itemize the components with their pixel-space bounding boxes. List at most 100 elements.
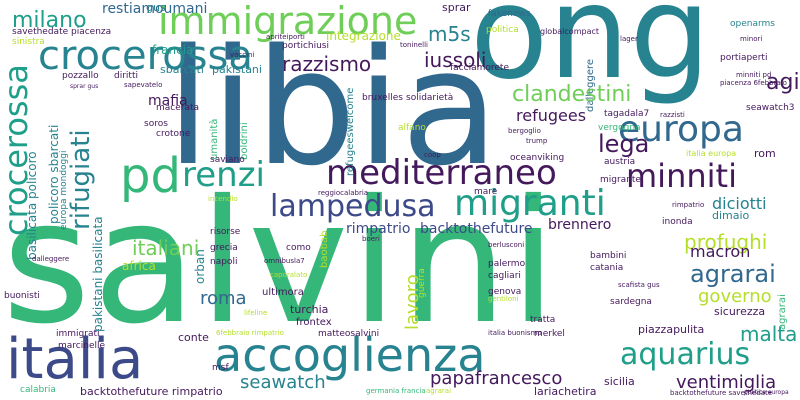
word-dalleggere: minori [740,35,763,43]
word-gentiloni: gentiloni [488,295,519,303]
word-mediterraneo: mediterraneo [326,153,557,193]
word-lager: globalcompact [540,27,599,36]
word-diciotti: diciotti [712,194,767,213]
word-savethedate: toninelli [400,41,428,49]
word-ultimora: ultimora [262,287,304,298]
word-accoglienza: accoglienza [214,328,486,382]
word-migranti: migranti [454,183,606,224]
word-minori: lager [620,35,638,43]
word-sicurezza: sicurezza [714,305,766,318]
word-backtothefuture: backtothefuture [420,221,533,237]
word-berlusconi: berlusconi [488,241,525,249]
word-malta: malta [740,322,798,346]
word-vaccini: apriteiporti [266,33,305,41]
word-vergogna: vergogna [598,123,641,133]
word-orban: rimpatrio [672,201,705,209]
word-italia-buonismo: sprar gus [70,83,99,90]
word-crotone: crotone [156,129,191,139]
word-acquarius: umanità [209,118,220,160]
word-pakistani: pakistani [212,63,262,76]
word-merkel: merkel [534,329,565,339]
word-solidarieta: solidarietà [406,93,454,103]
word-minniti-pd: piacenza 6febbraio [720,79,787,87]
word-bruxelles: bruxelles [362,93,403,103]
word-renzi: renzi [182,155,265,195]
word-sicilia: sicilia [604,375,635,388]
word-lampedusa: lampedusa [270,189,436,224]
word-dirittiumani: reggiocalabria [318,189,369,197]
word-papafrancesco: papafrancesco [430,368,563,389]
word-europa: europa [618,109,744,150]
word-minniti: minniti [626,157,737,195]
word-macerata: soros [144,119,168,129]
word-alfano: alfano [398,123,426,133]
word-razzismo: razzismo [282,52,372,76]
word-ventimiglia: ventimiglia [676,372,777,393]
word-saviano: saviano [210,155,245,165]
word-governo: governo [698,286,772,307]
word-refugeeswelcome: refugeeswelcome [345,87,356,176]
word-italiani: italiani [132,236,200,260]
word-opnearms: openarms [730,19,775,29]
word-baobab: omnibusla7 [264,257,305,265]
word-francia: francia [152,43,194,57]
word-scafista-gus: scafista gus [618,281,660,289]
word-razzisti: tagadala7 [604,109,650,119]
word-lariachetira: lariachetira [534,385,597,398]
word-basilicata-policoro: basilicata policoro [25,151,39,260]
word-piazzapulita: piazzapulita [638,323,705,336]
word-sprar: sprar [442,1,471,14]
word-seawatch3: seawatch3 [746,103,795,113]
word-boeri: boeri [362,235,380,243]
word-tagadala7: minniti pd [736,71,772,79]
word-noborder: politica europa [744,389,789,396]
word-toninelli: vaccini [230,51,255,59]
word-germania-francia: germania francia [366,387,426,395]
word-backtothefuture-rimpatrio: backtothefuture rimpatrio [80,385,223,398]
word-guerra: incendio [208,195,238,203]
word-matteosalvini: matteosalvini [318,329,380,339]
word-facciamorete: facciamorete [450,63,509,73]
word-aquarius: aquarius [620,337,751,372]
word-frontex: frontex [296,317,332,328]
word-clandestini: clandestini [512,82,632,107]
word-6febbraio-rimpatrio: italia buonismo [488,329,542,337]
word-sprar-gus: sinistra [12,37,45,47]
word-oceanviking: oceanviking [510,153,565,163]
word-catania: catania [590,263,624,273]
word-fakenews: fakenews [488,9,531,19]
word-brennero: brennero [548,217,612,233]
word-lega: lega [598,130,650,158]
word-marcinelle: marcinelle [58,341,106,351]
word-ue: crocerossa [38,33,253,79]
word-turchia: turchia [290,303,329,316]
word-salvini: salvini [2,164,559,362]
word-pakistani-basilicata: pakistani basilicata [91,216,105,332]
word-genova: genova [488,287,522,297]
word-austria: austria [604,157,636,167]
word-agrarai-h: agrarai [690,260,776,288]
word-omnibusla7: baobab [319,230,330,268]
word-cagliari: cagliari [488,271,521,281]
word-pd: pd [120,148,181,204]
word-conte: conte [178,331,209,344]
word-gus: gus [146,1,166,14]
word-portiaperti: dalleggere [32,255,70,263]
word-mafia: mafia [148,93,188,109]
word-diritti: risorse [210,227,241,237]
word-bergoglio: bergoglio [508,127,541,135]
word-como: como [286,243,311,253]
word-macron: macron [690,242,751,261]
word-coop: coop [424,151,441,159]
word-seawatch: seawatch [240,372,326,393]
word-grecia: grecia [210,243,238,253]
word-italia: italia [6,327,144,392]
word-pozzallo: pozzallo [62,71,99,81]
word-mare: mare [474,187,498,197]
word-calabria: calabria [20,385,56,395]
word-milano: milano [12,8,87,33]
word-profughi: profughi [684,230,768,254]
word-soros: diritti [114,71,138,81]
word-sapevatelo: sapevatelo [124,81,163,89]
